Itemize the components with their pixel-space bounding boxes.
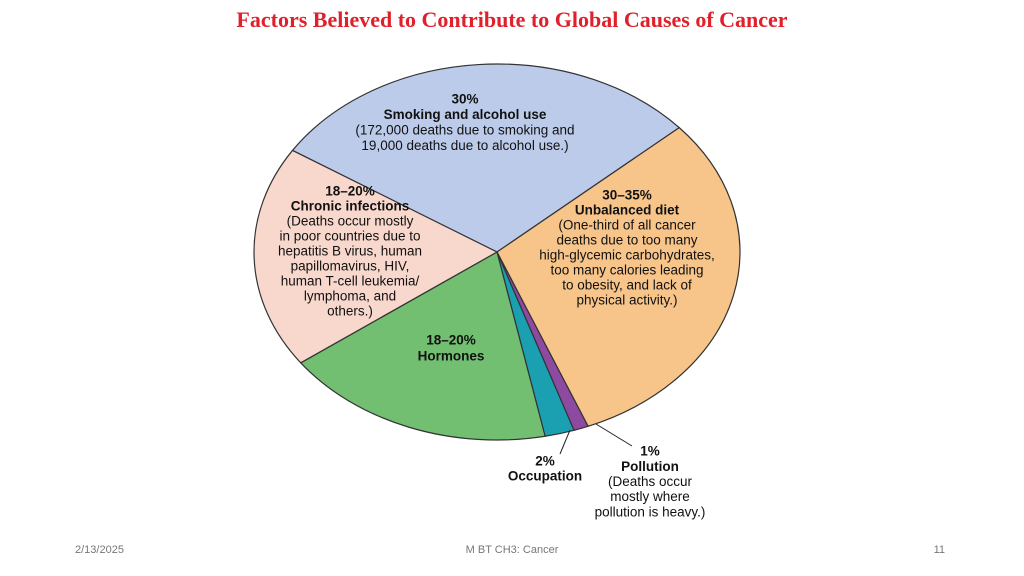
description-line: (Deaths occur [608, 474, 693, 489]
pie-slice [291, 63, 681, 253]
percent-label: 18–20% [325, 184, 375, 199]
description-line: deaths due to too many [556, 233, 697, 248]
pie-slice [299, 251, 546, 441]
description-line: (172,000 deaths due to smoking and [355, 123, 574, 138]
description-line: lymphoma, and [304, 289, 396, 304]
footer-date: 2/13/2025 [75, 544, 124, 556]
category-label: Smoking and alcohol use [384, 107, 547, 122]
footer-text: M BT CH3: Cancer [466, 544, 559, 556]
description-line: in poor countries due to [279, 229, 420, 244]
chart-title: Factors Believed to Contribute to Global… [236, 7, 787, 32]
leader-line [595, 423, 633, 447]
description-line: hepatitis B virus, human [278, 244, 422, 259]
description-line: to obesity, and lack of [562, 278, 692, 293]
description-line: physical activity.) [576, 293, 677, 308]
description-line: papillomavirus, HIV, [291, 259, 410, 274]
percent-label: 2% [535, 454, 555, 469]
description-line: too many calories leading [550, 263, 703, 278]
category-label: Unbalanced diet [575, 203, 680, 218]
description-line: high-glycemic carbohydrates, [539, 248, 715, 263]
page-number: 11 [934, 544, 945, 556]
description-line: others.) [327, 304, 373, 319]
category-label: Chronic infections [291, 199, 410, 214]
category-label: Hormones [418, 349, 485, 364]
pie-slice [496, 126, 741, 428]
leader-line [559, 429, 571, 455]
category-label: Occupation [508, 469, 582, 484]
description-line: 19,000 deaths due to alcohol use.) [361, 138, 568, 153]
pie-slice [253, 149, 499, 364]
description-line: (One-third of all cancer [558, 218, 696, 233]
description-line: (Deaths occur mostly [287, 214, 414, 229]
labels: 30%Smoking and alcohol use(172,000 death… [278, 92, 715, 520]
description-line: human T-cell leukemia/ [281, 274, 420, 289]
pie [253, 63, 741, 441]
category-label: Pollution [621, 459, 679, 474]
percent-label: 30–35% [602, 188, 652, 203]
percent-label: 30% [451, 92, 478, 107]
percent-label: 18–20% [426, 333, 476, 348]
percent-label: 1% [640, 444, 660, 459]
description-line: pollution is heavy.) [595, 504, 706, 519]
description-line: mostly where [610, 489, 690, 504]
